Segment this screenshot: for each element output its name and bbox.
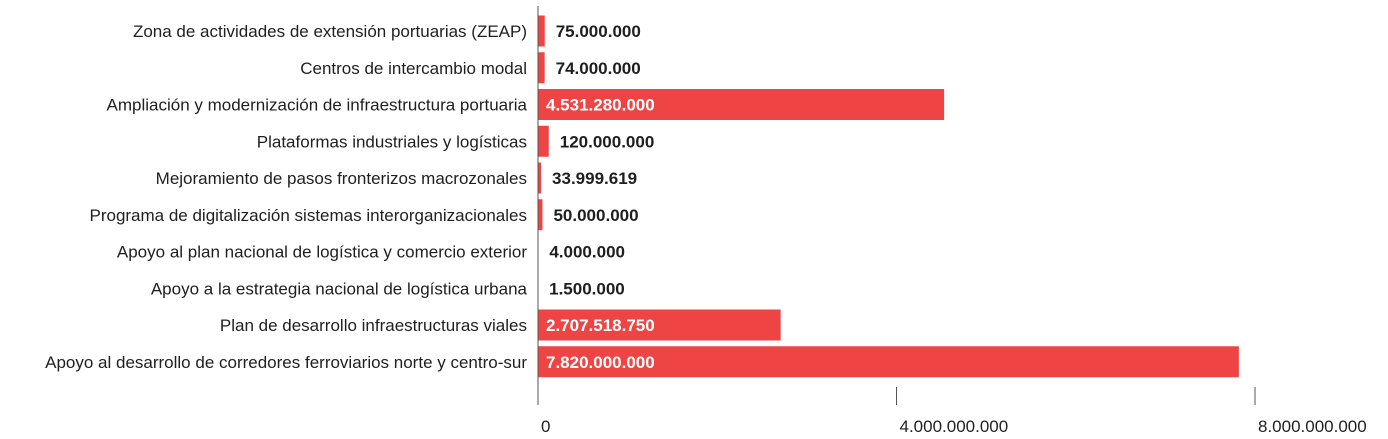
axes-group: 0 4.000.000.000 8.000.000.000 (537, 6, 1367, 436)
category-label: Centros de intercambio modal (300, 59, 527, 78)
bar (538, 162, 542, 194)
category-label: Zona de actividades de extensión portuar… (133, 22, 527, 41)
value-label: 7.820.000.000 (546, 353, 655, 372)
x-tick-label: 8.000.000.000 (1258, 417, 1367, 436)
value-label: 50.000.000 (553, 206, 638, 225)
bar (538, 15, 545, 47)
bar (538, 309, 781, 341)
value-label: 75.000.000 (556, 22, 641, 41)
category-label: Apoyo a la estrategia nacional de logíst… (151, 279, 528, 298)
bar (538, 52, 545, 84)
category-label: Apoyo al desarrollo de corredores ferrov… (45, 353, 527, 372)
value-label: 1.500.000 (549, 279, 625, 298)
value-label: 4.531.280.000 (546, 96, 655, 115)
value-label: 4.000.000 (549, 243, 625, 262)
value-label: 33.999.619 (552, 169, 637, 188)
value-label: 2.707.518.750 (546, 316, 655, 335)
bar (538, 89, 945, 120)
category-label: Apoyo al plan nacional de logística y co… (117, 243, 527, 262)
x-tick-label: 0 (541, 417, 550, 436)
category-label: Ampliación y modernización de infraestru… (107, 96, 528, 115)
category-label: Programa de digitalización sistemas inte… (89, 206, 527, 225)
bars-group: Zona de actividades de extensión portuar… (45, 15, 1239, 378)
category-label: Plan de desarrollo infraestructuras vial… (220, 316, 527, 335)
x-tick-label: 4.000.000.000 (900, 417, 1009, 436)
value-label: 74.000.000 (556, 59, 641, 78)
category-label: Mejoramiento de pasos fronterizos macroz… (156, 169, 527, 188)
bar (538, 125, 549, 157)
category-label: Plataformas industriales y logísticas (257, 132, 527, 151)
bar (538, 346, 1239, 378)
bar (538, 199, 543, 231)
value-label: 120.000.000 (560, 132, 655, 151)
